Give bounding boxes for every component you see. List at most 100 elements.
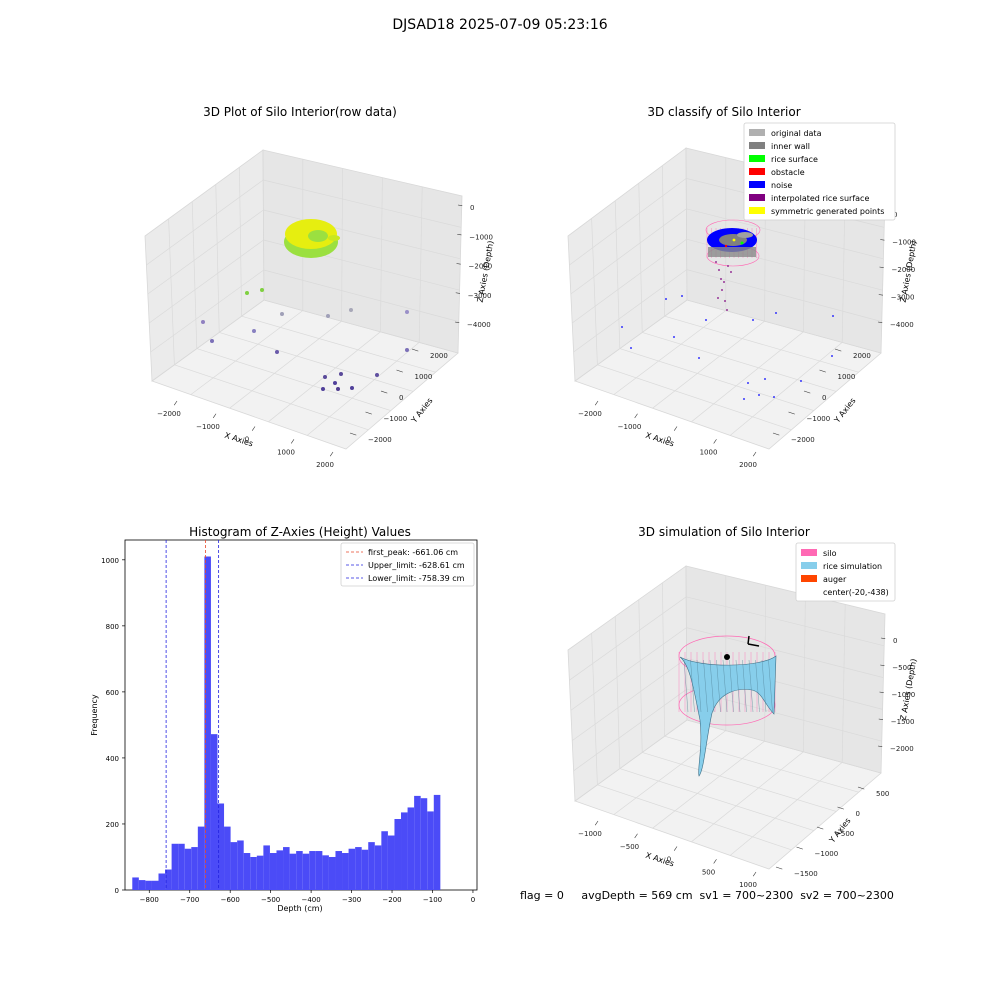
raw-axes-grid-line bbox=[174, 364, 369, 431]
histogram-bar bbox=[276, 850, 284, 890]
classify-y-axis-tick bbox=[819, 369, 826, 373]
histogram-x-tick-label: −400 bbox=[301, 896, 320, 904]
raw-x-axis-tick bbox=[329, 451, 334, 457]
simulation-axes-grid-line bbox=[614, 616, 621, 769]
classify-noise-point bbox=[832, 315, 834, 317]
classify-interp-point bbox=[717, 297, 719, 299]
classify-noise-point bbox=[743, 398, 745, 400]
simulation-x-label: X Axies bbox=[644, 851, 675, 869]
simulation-axes-grid-line bbox=[664, 735, 859, 793]
classify-noise-point bbox=[673, 336, 675, 338]
simulation-x-axis-tick bbox=[673, 846, 678, 851]
raw-point bbox=[280, 312, 284, 316]
raw-x-axis-tick-label: 2000 bbox=[316, 461, 334, 469]
simulation-rice-mesh bbox=[729, 659, 734, 713]
simulation-y-axis-tick bbox=[857, 786, 865, 790]
raw-axes-grid-line bbox=[148, 239, 264, 324]
classify-x-axis-tick bbox=[752, 451, 757, 457]
simulation-plot-title: 3D simulation of Silo Interior bbox=[638, 525, 810, 539]
simulation-x-axis-tick bbox=[713, 859, 717, 864]
raw-z-axis-tick bbox=[455, 292, 460, 294]
simulation-axes-grid-line bbox=[642, 752, 837, 812]
classify-axes-grid-line bbox=[638, 183, 643, 333]
simulation-y-axis-tick bbox=[816, 826, 824, 830]
histogram-bar bbox=[302, 853, 310, 890]
raw-axes-right-pane bbox=[262, 149, 463, 354]
simulation-y-axis-tick-label: −1500 bbox=[794, 870, 818, 878]
raw-axes-grid-line bbox=[147, 209, 264, 295]
classify-interp-point bbox=[726, 309, 728, 311]
simulation-rice-mesh bbox=[761, 659, 767, 713]
classify-rice-point bbox=[740, 241, 744, 245]
histogram-bar bbox=[230, 842, 238, 890]
simulation-legend-swatch bbox=[801, 562, 817, 569]
classify-legend-swatch bbox=[749, 142, 765, 149]
raw-z-axis-tick-label: −4000 bbox=[467, 321, 491, 329]
raw-point bbox=[275, 350, 279, 354]
raw-axes-grid-line bbox=[263, 179, 462, 228]
raw-axes-grid-line bbox=[219, 332, 414, 392]
simulation-z-axis-tick-label: −1500 bbox=[891, 718, 915, 726]
raw-point bbox=[252, 329, 256, 333]
raw-y-axis-tick-label: −1000 bbox=[384, 415, 408, 423]
raw-y-label: Y Axies bbox=[409, 396, 435, 425]
simulation-auger-marker bbox=[747, 635, 750, 645]
classify-z-axis-tick bbox=[880, 239, 885, 241]
histogram-bar bbox=[296, 851, 303, 890]
classify-x-axis-tick bbox=[673, 426, 678, 431]
simulation-x-axis-tick-label: 1000 bbox=[739, 881, 757, 889]
classify-y-axis-tick bbox=[803, 390, 811, 394]
simulation-center-point bbox=[724, 654, 730, 660]
raw-x-axis-tick bbox=[212, 413, 217, 419]
raw-axes-grid-line bbox=[150, 269, 265, 353]
raw-y-axis-tick bbox=[349, 432, 357, 436]
classify-x-axis-tick-label: −1000 bbox=[618, 423, 642, 431]
raw-z-axis-tick bbox=[457, 204, 463, 206]
classify-obstacle-point bbox=[724, 244, 728, 248]
classify-axes-grid-line bbox=[570, 208, 687, 295]
simulation-axes-grid-line bbox=[691, 751, 804, 843]
classify-x-axis-tick bbox=[713, 439, 717, 444]
simulation-legend-swatch bbox=[801, 549, 817, 556]
histogram-bar bbox=[217, 803, 225, 890]
raw-y-axis-tick-label: 1000 bbox=[415, 373, 433, 381]
classify-interp-point bbox=[730, 271, 732, 273]
classify-axes-grid-line bbox=[729, 342, 843, 436]
histogram-bar bbox=[224, 826, 231, 890]
histogram-bar bbox=[237, 840, 244, 890]
classify-interp-point bbox=[720, 278, 722, 280]
raw-z-axis-tick-label: −1000 bbox=[469, 233, 493, 241]
histogram-bar bbox=[309, 851, 316, 890]
simulation-y-axis-tick-label: −1000 bbox=[815, 850, 839, 858]
raw-x-axis-tick-label: 1000 bbox=[277, 448, 295, 456]
raw-axes-grid-line bbox=[418, 186, 423, 343]
simulation-rice-mesh bbox=[768, 659, 773, 713]
classify-z-axis-tick-label: −2000 bbox=[892, 266, 916, 274]
raw-axes-grid-line bbox=[306, 342, 420, 436]
raw-point bbox=[339, 372, 343, 376]
classify-symmetric-point bbox=[732, 238, 736, 242]
classify-legend-swatch bbox=[749, 155, 765, 162]
classify-interp-point bbox=[721, 289, 723, 291]
histogram-x-tick-label: −100 bbox=[423, 896, 442, 904]
raw-point bbox=[260, 288, 264, 292]
classify-axes-grid-line bbox=[664, 315, 859, 373]
histogram-bar bbox=[191, 847, 198, 890]
simulation-axes-grid-line bbox=[571, 658, 687, 741]
classify-noise-point bbox=[621, 326, 623, 328]
histogram-bar bbox=[204, 556, 211, 890]
classify-plot-title: 3D classify of Silo Interior bbox=[647, 105, 800, 119]
histogram-y-tick-label: 200 bbox=[106, 821, 119, 829]
classify-legend-frame bbox=[743, 122, 896, 221]
classify-z-axis-tick bbox=[879, 266, 884, 268]
histogram-bar bbox=[348, 848, 356, 890]
histogram-bar bbox=[315, 851, 323, 890]
simulation-x-axis-tick bbox=[634, 833, 638, 839]
histogram-bar bbox=[171, 843, 179, 890]
simulation-rice-surface bbox=[679, 655, 777, 777]
classify-z-axis-tick-label: −3000 bbox=[891, 294, 915, 302]
simulation-rice-mesh bbox=[703, 659, 708, 713]
classify-noise-point bbox=[630, 347, 632, 349]
raw-axes-grid-line bbox=[215, 184, 220, 333]
